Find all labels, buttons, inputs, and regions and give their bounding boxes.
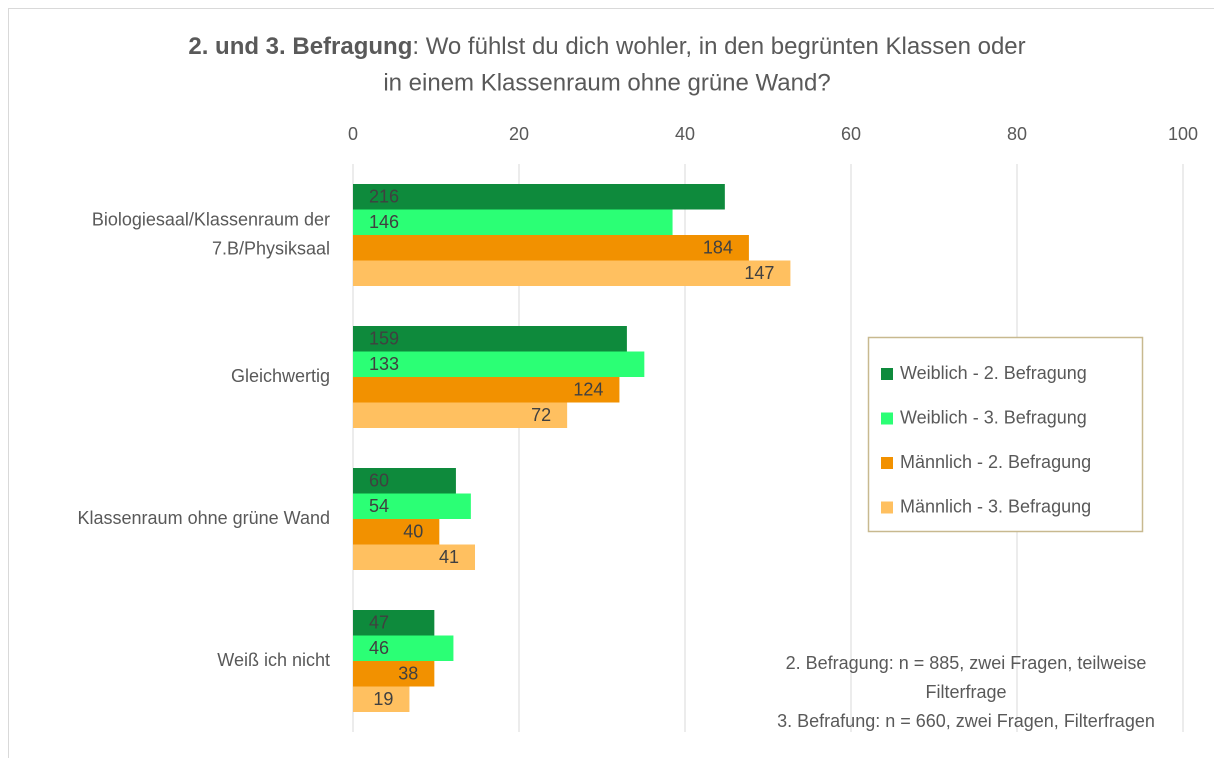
data-label: 216	[369, 187, 399, 207]
bar	[353, 235, 749, 261]
bar	[353, 635, 454, 661]
chart-title: in einem Klassenraum ohne grüne Wand?	[383, 69, 830, 96]
x-tick-label: 40	[675, 124, 695, 144]
data-label: 47	[369, 613, 389, 633]
bar	[353, 468, 456, 494]
data-label: 54	[369, 496, 389, 516]
x-tick-label: 20	[509, 124, 529, 144]
bar	[353, 544, 476, 570]
legend-swatch	[881, 412, 893, 425]
legend-swatch	[881, 368, 893, 380]
legend-label: Männlich - 3. Befragung	[900, 496, 1091, 516]
bar	[353, 209, 673, 235]
x-tick-label: 80	[1007, 124, 1027, 144]
data-label: 184	[703, 238, 733, 258]
title-line: : Wo fühlst du dich wohler, in den begrü…	[412, 33, 1025, 60]
y-tick-label: Biologiesaal/Klassenraum der	[92, 209, 330, 229]
data-label: 147	[744, 263, 774, 283]
data-label: 72	[531, 405, 551, 425]
legend-label: Weiblich - 2. Befragung	[900, 363, 1087, 383]
data-label: 19	[373, 689, 393, 709]
data-label: 146	[369, 212, 399, 232]
bar	[353, 661, 435, 687]
data-label: 124	[573, 380, 603, 400]
data-label: 159	[369, 329, 399, 349]
annotation: 2. Befragung: n = 885, zwei Fragen, teil…	[786, 653, 1147, 673]
bar	[353, 184, 725, 210]
y-tick-label: Klassenraum ohne grüne Wand	[78, 508, 330, 528]
x-tick-label: 60	[841, 124, 861, 144]
y-tick-label: Weiß ich nicht	[217, 650, 330, 670]
data-label: 133	[369, 354, 399, 374]
bar	[353, 377, 620, 403]
bar	[353, 686, 410, 712]
x-tick-label: 0	[348, 124, 358, 144]
bar	[353, 610, 435, 636]
data-label: 38	[398, 664, 418, 684]
x-tick-label: 100	[1168, 124, 1198, 144]
y-tick-label: 7.B/Physiksaal	[212, 238, 330, 258]
legend-label: Weiblich - 3. Befragung	[900, 407, 1087, 427]
bar	[353, 493, 471, 519]
chart-title: 2. und 3. Befragung: Wo fühlst du dich w…	[188, 33, 1025, 60]
legend-box	[867, 336, 1144, 533]
bar	[353, 260, 791, 286]
bar	[353, 351, 645, 377]
annotation: 3. Befrafung: n = 660, zwei Fragen, Filt…	[777, 711, 1155, 731]
bar	[353, 326, 627, 352]
bar	[353, 519, 440, 545]
bar	[353, 402, 568, 428]
annotation: Filterfrage	[925, 682, 1006, 702]
data-label: 41	[439, 547, 459, 567]
data-label: 40	[403, 522, 423, 542]
legend-swatch	[881, 457, 893, 469]
legend-label: Männlich - 2. Befragung	[900, 452, 1091, 472]
chart-border	[8, 8, 1214, 758]
title-bold: 2. und 3. Befragung	[188, 33, 412, 60]
data-label: 46	[369, 638, 389, 658]
data-label: 60	[369, 471, 389, 491]
y-tick-label: Gleichwertig	[231, 366, 330, 386]
legend-swatch	[881, 501, 893, 514]
